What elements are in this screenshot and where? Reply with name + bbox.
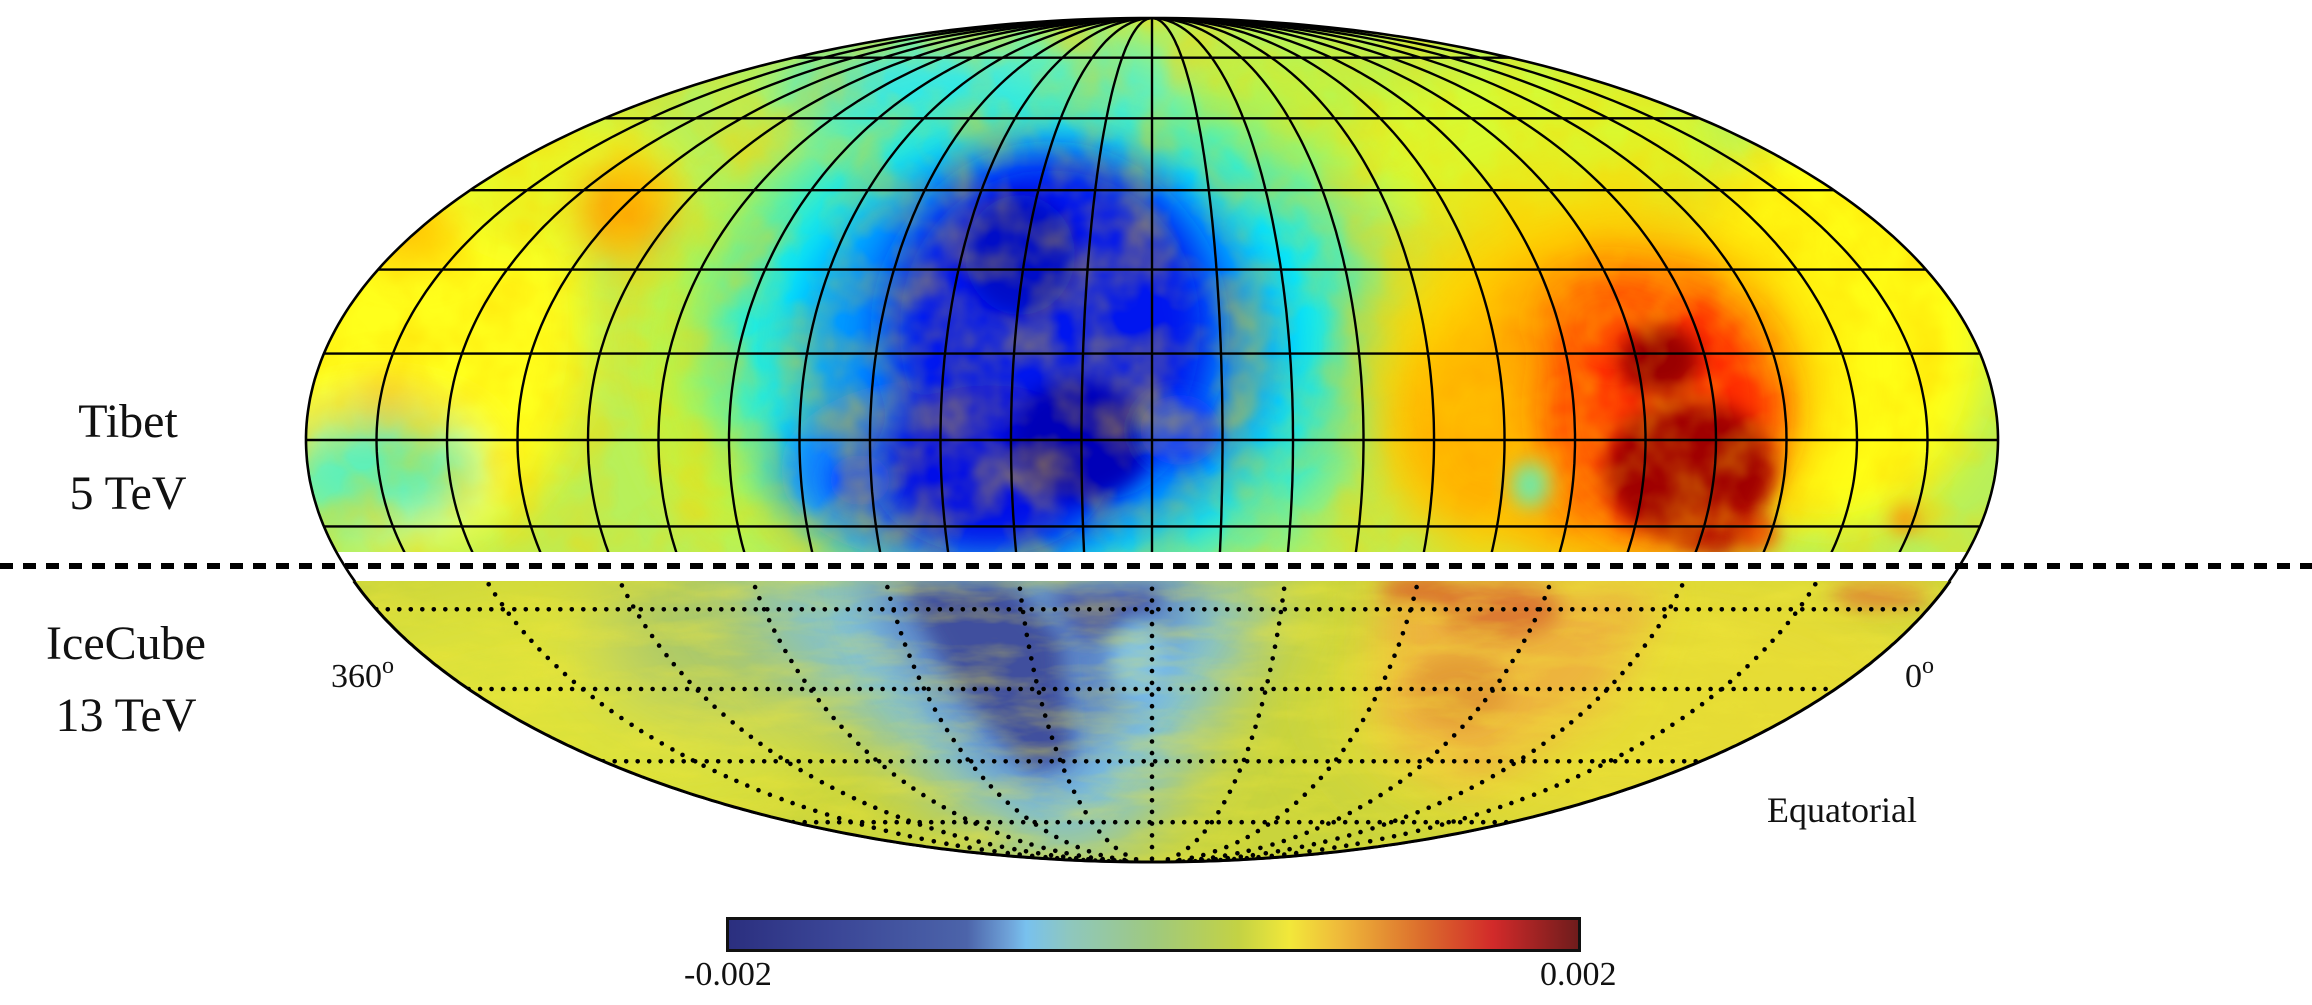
- coordinate-system-label: Equatorial: [1767, 790, 1917, 830]
- icecube-graticule: [374, 582, 1920, 862]
- icecube-experiment-label: IceCube: [46, 617, 206, 670]
- ra-360-label: 360o: [331, 653, 394, 695]
- colorbar-min-label: -0.002: [684, 956, 772, 993]
- icecube-map-outline: [352, 580, 1952, 864]
- icecube-sky-map: [304, 580, 1970, 864]
- tibet-graticule: [306, 18, 1998, 552]
- icecube-energy-label: 13 TeV: [55, 689, 197, 742]
- tibet-energy-label: 5 TeV: [69, 467, 187, 520]
- colorbar: [726, 917, 1581, 952]
- colorbar-max-label: 0.002: [1540, 956, 1617, 993]
- ra-0-label: 0o: [1905, 653, 1934, 695]
- tibet-experiment-label: Tibet: [78, 395, 178, 448]
